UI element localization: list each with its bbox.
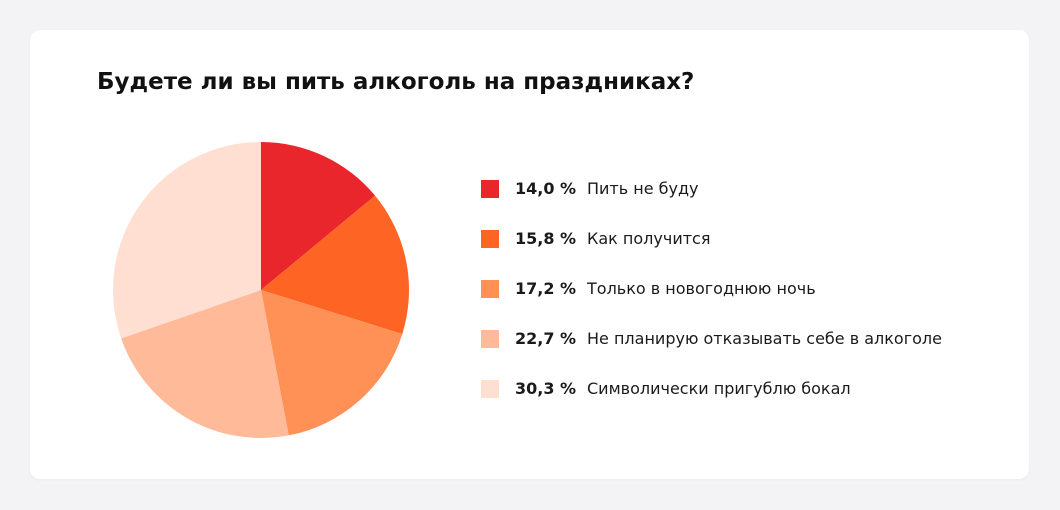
- legend-percent: 30,3 %: [515, 379, 577, 398]
- legend-swatch: [481, 279, 499, 298]
- legend-item: 17,2 % Только в новогоднюю ночь: [481, 276, 942, 301]
- pie-slice-1: [261, 142, 376, 290]
- pie-slices: [113, 142, 409, 438]
- legend-label: Не планирую отказывать себе в алкоголе: [587, 329, 942, 348]
- legend-label: Символически пригублю бокал: [587, 379, 851, 398]
- legend-item: 14,0 % Пить не буду: [481, 176, 942, 201]
- legend-label: Пить не буду: [587, 179, 699, 198]
- legend-item: 15,8 % Как получится: [481, 226, 942, 251]
- legend-percent: 22,7 %: [515, 329, 577, 348]
- legend-percent: 14,0 %: [515, 179, 577, 198]
- pie-chart: [113, 142, 409, 438]
- legend-label: Как получится: [587, 229, 711, 248]
- legend-swatch: [481, 229, 499, 248]
- legend: 14,0 % Пить не буду 15,8 % Как получится…: [481, 176, 942, 426]
- legend-percent: 15,8 %: [515, 229, 577, 248]
- legend-label: Только в новогоднюю ночь: [587, 279, 816, 298]
- pie-slice-2: [261, 195, 409, 334]
- pie-slice-5: [113, 142, 261, 339]
- pie-slice-3: [261, 290, 403, 436]
- chart-title: Будете ли вы пить алкоголь на праздниках…: [97, 69, 695, 95]
- legend-swatch: [481, 179, 499, 198]
- chart-card: Будете ли вы пить алкоголь на праздниках…: [30, 30, 1029, 479]
- pie-slice-4: [121, 290, 289, 438]
- legend-percent: 17,2 %: [515, 279, 577, 298]
- legend-swatch: [481, 379, 499, 398]
- legend-swatch: [481, 329, 499, 348]
- legend-item: 30,3 % Символически пригублю бокал: [481, 376, 942, 401]
- legend-item: 22,7 % Не планирую отказывать себе в алк…: [481, 326, 942, 351]
